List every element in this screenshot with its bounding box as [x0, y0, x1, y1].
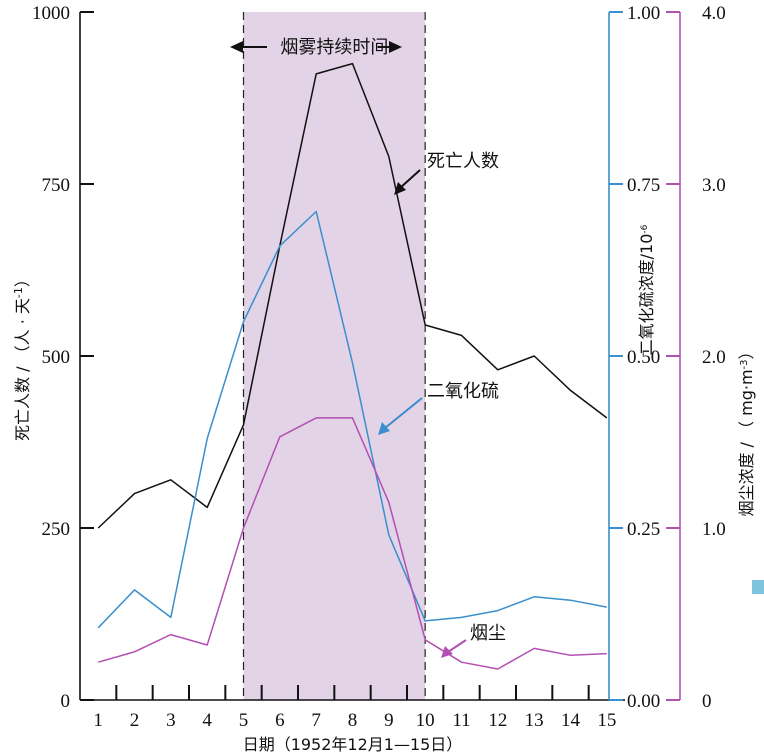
x-tick-label: 15 [597, 710, 616, 731]
fog-right-arrow-head [389, 41, 402, 53]
so2-axis-label: 二氧化硫浓度/10-6 [637, 224, 656, 355]
fog-duration-band [243, 12, 426, 700]
x-tick-label: 5 [239, 710, 249, 731]
deaths-annotation-arrowhead [394, 182, 406, 195]
x-tick-label: 10 [416, 710, 435, 731]
deaths-tick-label: 250 [42, 519, 71, 540]
deaths-tick-label: 750 [42, 175, 71, 196]
fog-duration-label: 烟雾持续时间 [280, 37, 388, 58]
series-line-so2 [97, 210, 607, 629]
series-line-deaths [97, 62, 608, 529]
so2-tick-label: 0.75 [627, 175, 660, 196]
so2-tick-label: 0.00 [627, 691, 660, 712]
x-tick-label: 13 [525, 710, 544, 731]
x-axis-label: 日期（1952年12月1—15日） [243, 735, 463, 753]
smoke-axis-label: 烟尘浓度 / （ mg·m-3） [737, 343, 756, 516]
smoke-tick-label: 2.0 [702, 347, 726, 368]
deaths-annotation-label: 死亡人数 [427, 151, 499, 172]
x-tick-label: 2 [130, 710, 140, 731]
so2-annotation-label: 二氧化硫 [427, 381, 499, 402]
x-tick-label: 7 [311, 710, 321, 731]
x-tick-label: 14 [561, 710, 581, 731]
x-tick-label: 8 [348, 710, 358, 731]
smoke-tick-label: 1.0 [702, 519, 726, 540]
x-tick-label: 12 [488, 710, 507, 731]
x-tick-label: 11 [452, 710, 470, 731]
so2-tick-label: 1.00 [627, 3, 660, 24]
deaths-annotation-arrow [399, 169, 421, 189]
so2-annotation-arrow [384, 397, 423, 429]
series-line-smoke [97, 417, 607, 670]
x-tick-label: 9 [384, 710, 394, 731]
smoke-tick-label: 3.0 [702, 175, 726, 196]
smoke-annotation-label: 烟尘 [470, 623, 506, 644]
so2-tick-label: 0.50 [627, 347, 660, 368]
smoke-tick-label: 4.0 [702, 3, 726, 24]
x-tick-label: 1 [93, 710, 103, 731]
deaths-axis-label: 死亡人数 / （人 · 天-1） [12, 271, 33, 441]
fog-left-arrow-head [230, 41, 243, 53]
x-tick-label: 4 [202, 710, 212, 731]
x-tick-label: 3 [166, 710, 176, 731]
page-edge-marker [752, 580, 764, 594]
x-tick-label: 6 [275, 710, 285, 731]
so2-tick-label: 0.25 [627, 519, 660, 540]
smoke-tick-label: 0 [702, 691, 712, 712]
smoke-annotation-arrowhead [441, 646, 453, 658]
deaths-tick-label: 500 [42, 347, 71, 368]
deaths-tick-label: 0 [61, 691, 71, 712]
so2-annotation-arrowhead [378, 422, 390, 435]
deaths-tick-label: 1000 [32, 3, 70, 24]
smoke-annotation-arrow [447, 639, 467, 653]
